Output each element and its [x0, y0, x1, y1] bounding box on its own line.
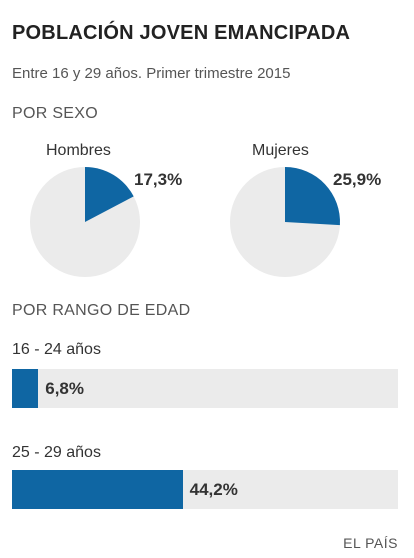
pie-label-women: Mujeres [252, 142, 309, 159]
pie-chart-women [230, 167, 340, 277]
chart-subtitle: Entre 16 y 29 años. Primer trimestre 201… [12, 65, 291, 82]
section-title-by-sex: POR SEXO [12, 105, 98, 122]
pie-value-women: 25,9% [333, 170, 382, 189]
bar-16-24 [12, 369, 39, 408]
pie-slice-men-value [85, 167, 134, 222]
source-credit: EL PAÍS [343, 535, 398, 551]
bar-value-25-29: 44,2% [189, 480, 238, 499]
pie-label-men: Hombres [46, 142, 111, 159]
chart-title: POBLACIÓN JOVEN EMANCIPADA [12, 22, 351, 44]
bar-track-16-24: 6,8% [12, 369, 398, 408]
pie-chart-men [30, 167, 140, 277]
bar-label-16-24: 16 - 24 años [12, 341, 101, 358]
bar-value-16-24: 6,8% [45, 379, 84, 398]
pie-slice-women-value [285, 167, 340, 226]
bar-track-25-29: 44,2% [12, 470, 398, 509]
bar-25-29 [12, 470, 183, 509]
bar-label-25-29: 25 - 29 años [12, 444, 101, 461]
section-title-by-age: POR RANGO DE EDAD [12, 302, 191, 319]
pie-value-men: 17,3% [134, 170, 183, 189]
